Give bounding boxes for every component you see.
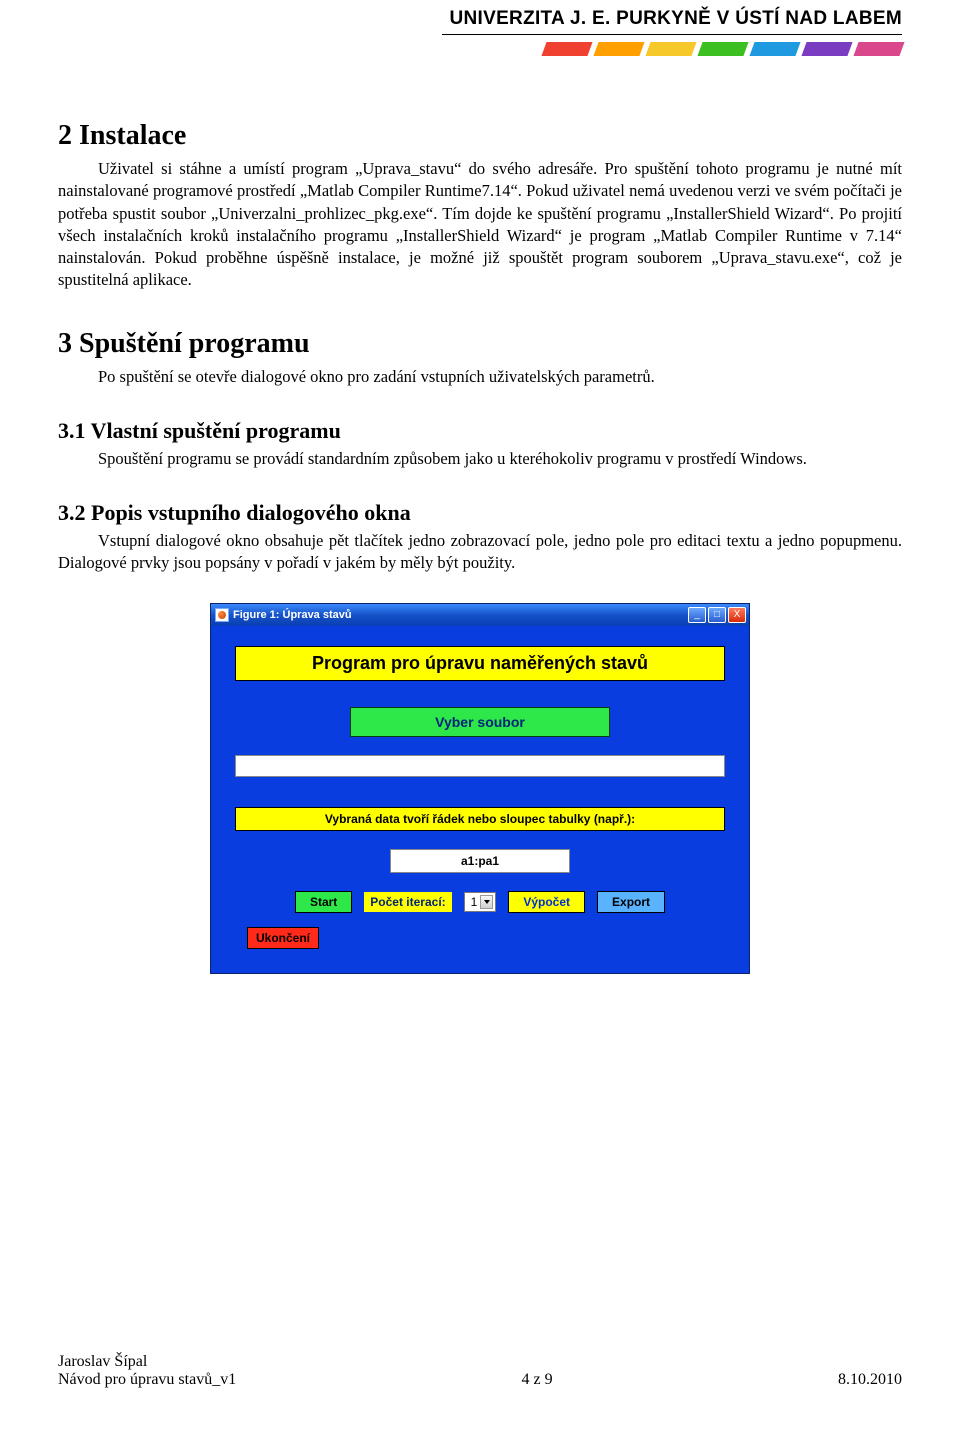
section-3-1-heading: 3.1 Vlastní spuštění programu xyxy=(58,418,902,444)
range-input[interactable]: a1:pa1 xyxy=(390,849,570,873)
logo-stripe xyxy=(749,42,800,56)
logo-stripe xyxy=(853,42,904,56)
page-header: UNIVERZITA J. E. PURKYNĚ V ÚSTÍ NAD LABE… xyxy=(58,0,902,80)
quit-button[interactable]: Ukončení xyxy=(247,927,319,949)
footer-author: Jaroslav Šípal xyxy=(58,1353,902,1371)
section-3-2-para: Vstupní dialogové okno obsahuje pět tlač… xyxy=(58,530,902,575)
logo-stripe xyxy=(593,42,644,56)
footer-date: 8.10.2010 xyxy=(838,1371,902,1389)
iterations-label: Počet iterací: xyxy=(364,892,451,912)
compute-button[interactable]: Výpočet xyxy=(508,891,585,913)
titlebar[interactable]: Figure 1: Úprava stavů _ □ X xyxy=(211,604,749,626)
section-3-1-para: Spouštění programu se provádí standardní… xyxy=(58,448,902,470)
chevron-down-icon[interactable] xyxy=(480,895,493,909)
footer-page-number: 4 z 9 xyxy=(522,1371,553,1389)
minimize-icon: _ xyxy=(694,610,700,620)
figure-window: Figure 1: Úprava stavů _ □ X Program pro… xyxy=(210,603,750,974)
select-file-button[interactable]: Vyber soubor xyxy=(350,707,610,737)
close-icon: X xyxy=(734,610,741,620)
university-name: UNIVERZITA J. E. PURKYNĚ V ÚSTÍ NAD LABE… xyxy=(449,8,902,30)
range-hint-label: Vybraná data tvoří řádek nebo sloupec ta… xyxy=(235,807,725,831)
section-2-para: Uživatel si stáhne a umístí program „Upr… xyxy=(58,158,902,292)
action-row: Start Počet iterací: 1 Výpočet Export xyxy=(235,891,725,913)
iterations-value: 1 xyxy=(471,895,478,909)
start-button[interactable]: Start xyxy=(295,891,352,913)
logo-stripe xyxy=(541,42,592,56)
maximize-icon: □ xyxy=(714,610,720,620)
logo-stripes xyxy=(544,42,902,56)
footer-doc-name: Návod pro úpravu stavů_v1 xyxy=(58,1371,236,1389)
minimize-button[interactable]: _ xyxy=(688,607,706,623)
section-3-heading: 3 Spuštění programu xyxy=(58,328,902,360)
maximize-button[interactable]: □ xyxy=(708,607,726,623)
export-button[interactable]: Export xyxy=(597,891,665,913)
window-title: Figure 1: Úprava stavů xyxy=(233,609,688,621)
logo-stripe xyxy=(801,42,852,56)
file-path-field[interactable] xyxy=(235,755,725,777)
program-title-banner: Program pro úpravu naměřených stavů xyxy=(235,646,725,681)
section-3-2-heading: 3.2 Popis vstupního dialogového okna xyxy=(58,500,902,526)
logo-stripe xyxy=(645,42,696,56)
dialog-figure: Figure 1: Úprava stavů _ □ X Program pro… xyxy=(210,603,750,974)
window-body: Program pro úpravu naměřených stavů Vybe… xyxy=(211,626,749,973)
section-2-heading: 2 Instalace xyxy=(58,120,902,152)
iterations-spinner[interactable]: 1 xyxy=(464,892,497,912)
logo-stripe xyxy=(697,42,748,56)
close-button[interactable]: X xyxy=(728,607,746,623)
page-footer: Jaroslav Šípal Návod pro úpravu stavů_v1… xyxy=(58,1353,902,1389)
header-divider xyxy=(442,34,902,35)
section-3-intro: Po spuštění se otevře dialogové okno pro… xyxy=(58,366,902,388)
app-icon xyxy=(215,608,229,622)
